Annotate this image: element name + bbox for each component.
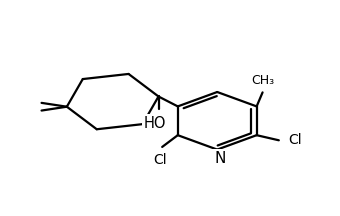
Text: HO: HO — [144, 116, 166, 131]
Text: Cl: Cl — [154, 153, 167, 167]
Text: CH₃: CH₃ — [251, 74, 274, 87]
Text: N: N — [214, 151, 226, 166]
Text: Cl: Cl — [288, 133, 302, 147]
